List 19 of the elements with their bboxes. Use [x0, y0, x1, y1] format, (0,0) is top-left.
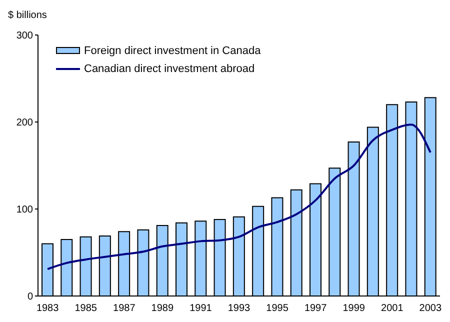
x-tick-label: 1983 [36, 303, 60, 314]
line-series [46, 124, 432, 270]
y-tick-label: 0 [27, 292, 34, 303]
y-tick-label: 300 [16, 30, 34, 42]
y-tick-label: 100 [16, 204, 34, 216]
x-tick-label: 2003 [419, 303, 442, 314]
text: $ billions [8, 10, 47, 21]
x-tick-label: 1995 [266, 303, 289, 314]
x-tick-label: 1991 [190, 303, 212, 314]
x-tick-label: 1989 [151, 303, 174, 314]
x-tick-label: 1999 [342, 303, 366, 314]
y-tick-label: 200 [16, 118, 34, 129]
legend-label: Foreign direct investment in Canada [84, 44, 261, 59]
x-tick-label: 1987 [113, 303, 136, 314]
legend-label: Canadian direct investment abroad [84, 62, 255, 77]
x-tick-label: 2001 [381, 303, 404, 314]
x-tick-label: 1993 [228, 303, 251, 314]
x-tick-label: 1985 [74, 303, 98, 314]
x-tick-label: 1997 [304, 303, 328, 314]
